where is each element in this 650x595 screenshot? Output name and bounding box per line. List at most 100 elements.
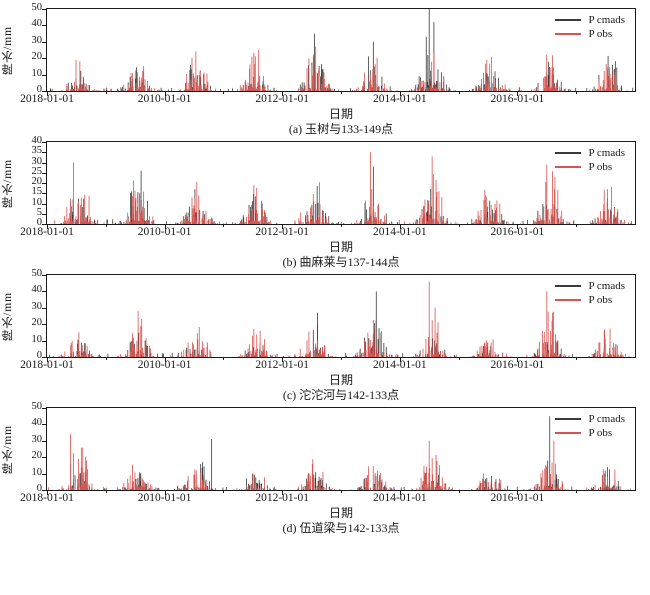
legend-label-cmads: P cmads	[588, 147, 625, 159]
x-tick-mark	[517, 490, 519, 495]
y-tick-mark	[42, 307, 47, 309]
precip-series-canvas	[47, 142, 635, 224]
legend: P cmads P obs	[555, 412, 625, 440]
panel-caption: (b) 曲麻莱与137-144点	[282, 255, 400, 269]
x-tick-labels: 2018-01-01 2010-01-01 2012-01-01 2014-01-01…	[20, 358, 637, 373]
panel-c: 降水/mm 0 10 20 30 40 50 P cmads P obs 2018-01-…	[0, 268, 650, 404]
x-minor-tick-mark	[576, 357, 578, 360]
y-tick-mark	[42, 203, 47, 205]
y-tick-labels: 0 10 20 30 40 50	[16, 2, 46, 95]
plot-area: P cmads P obs	[42, 141, 636, 229]
y-tick-mark	[42, 193, 47, 195]
y-tick-mark	[42, 162, 47, 164]
x-minor-tick-mark	[576, 490, 578, 493]
x-tick-mark	[399, 224, 401, 229]
x-minor-tick-mark	[105, 224, 107, 227]
x-tick-label: 2012-01-01	[255, 226, 310, 238]
y-tick-mark	[42, 357, 47, 358]
plot-row: 降水/mm 0 5 10 15 20 25 30 35 40 P cmads P obs	[0, 135, 650, 229]
x-minor-tick-mark	[105, 91, 107, 94]
y-tick-mark	[42, 91, 47, 92]
x-tick-label: 2016-01-01	[490, 359, 545, 371]
y-axis-label: 降水/mm	[2, 158, 14, 208]
x-minor-tick-mark	[458, 91, 460, 94]
x-minor-tick-mark	[223, 357, 225, 360]
x-tick-label: 2016-01-01	[490, 492, 545, 504]
y-tick-label: 0	[36, 217, 42, 228]
x-tick-mark	[517, 224, 519, 229]
y-tick-mark	[42, 490, 47, 491]
y-tick-label: 30	[31, 300, 43, 312]
panel-a: 降水/mm 0 10 20 30 40 50 P cmads P obs 2018-01-…	[0, 2, 650, 138]
precip-series-canvas	[47, 9, 635, 91]
x-tick-label: 2014-01-01	[372, 226, 427, 238]
x-tick-mark	[164, 224, 166, 229]
y-axis-label: 降水/mm	[2, 291, 14, 341]
y-tick-mark	[42, 172, 47, 174]
x-minor-tick-mark	[458, 490, 460, 493]
legend-item-obs: P obs	[555, 27, 625, 41]
y-tick-label: 10	[31, 67, 43, 79]
x-tick-labels: 2018-01-01 2010-01-01 2012-01-01 2014-01-01…	[20, 92, 637, 107]
y-tick-label: 40	[31, 135, 43, 146]
y-tick-mark	[42, 213, 47, 215]
y-tick-label: 0	[36, 84, 42, 95]
x-minor-tick-mark	[105, 357, 107, 360]
y-axis-label: 降水/mm	[2, 25, 14, 75]
panel-caption: (c) 沱沱河与142-133点	[282, 388, 400, 402]
plot-area: P cmads P obs	[42, 407, 636, 495]
plot-row: 降水/mm 0 10 20 30 40 50 P cmads P obs	[0, 268, 650, 362]
y-tick-label: 10	[31, 196, 43, 208]
x-tick-mark	[164, 91, 166, 96]
y-tick-label: 20	[31, 51, 43, 63]
x-tick-mark	[399, 490, 401, 495]
x-minor-tick-mark	[576, 224, 578, 227]
x-minor-tick-mark	[341, 357, 342, 360]
legend-item-cmads: P cmads	[555, 412, 625, 426]
y-tick-label: 50	[31, 401, 43, 412]
x-tick-mark	[517, 91, 519, 96]
legend-label-cmads: P cmads	[588, 413, 625, 425]
x-minor-tick-mark	[458, 224, 460, 227]
x-tick-label: 2012-01-01	[255, 492, 310, 504]
precip-series-canvas	[47, 275, 635, 357]
legend-label-cmads: P cmads	[588, 280, 625, 292]
x-tick-mark	[164, 490, 166, 495]
legend: P cmads P obs	[555, 279, 625, 307]
legend-label-obs: P obs	[588, 427, 613, 439]
y-tick-label: 0	[36, 483, 42, 494]
x-minor-tick-mark	[223, 91, 225, 94]
y-tick-label: 35	[31, 145, 43, 157]
y-tick-label: 20	[31, 176, 43, 187]
y-tick-mark	[42, 58, 47, 60]
x-tick-mark	[47, 91, 48, 96]
y-tick-mark	[42, 275, 47, 276]
x-minor-tick-mark	[341, 490, 342, 493]
x-tick-label: 2016-01-01	[490, 226, 545, 238]
obs-line-swatch	[555, 299, 582, 301]
x-tick-mark	[282, 490, 284, 495]
x-tick-mark	[282, 91, 284, 96]
x-tick-mark	[47, 490, 48, 495]
x-minor-tick-mark	[341, 91, 342, 94]
y-tick-label: 30	[31, 433, 43, 445]
panel-b: 降水/mm 0 5 10 15 20 25 30 35 40 P cmads P obs 201…	[0, 135, 650, 271]
x-axis-label: 日期	[328, 506, 353, 520]
y-tick-mark	[42, 9, 47, 10]
x-axis-label: 日期	[328, 373, 353, 387]
cmads-line-swatch	[555, 152, 582, 154]
x-minor-tick-mark	[576, 91, 578, 94]
y-axis-label: 降水/mm	[2, 424, 14, 474]
y-tick-label: 50	[31, 2, 43, 13]
x-tick-label: 2010-01-01	[137, 226, 192, 238]
cmads-line-swatch	[555, 285, 582, 287]
legend-label-cmads: P cmads	[588, 14, 625, 26]
y-tick-mark	[42, 41, 47, 43]
y-tick-label: 40	[31, 18, 43, 30]
legend-label-obs: P obs	[588, 28, 613, 40]
y-tick-mark	[42, 473, 47, 475]
plot-row: 降水/mm 0 10 20 30 40 50 P cmads P obs	[0, 2, 650, 96]
y-tick-label: 10	[31, 466, 43, 478]
panel-caption: (d) 伍道梁与142-133点	[282, 521, 400, 535]
